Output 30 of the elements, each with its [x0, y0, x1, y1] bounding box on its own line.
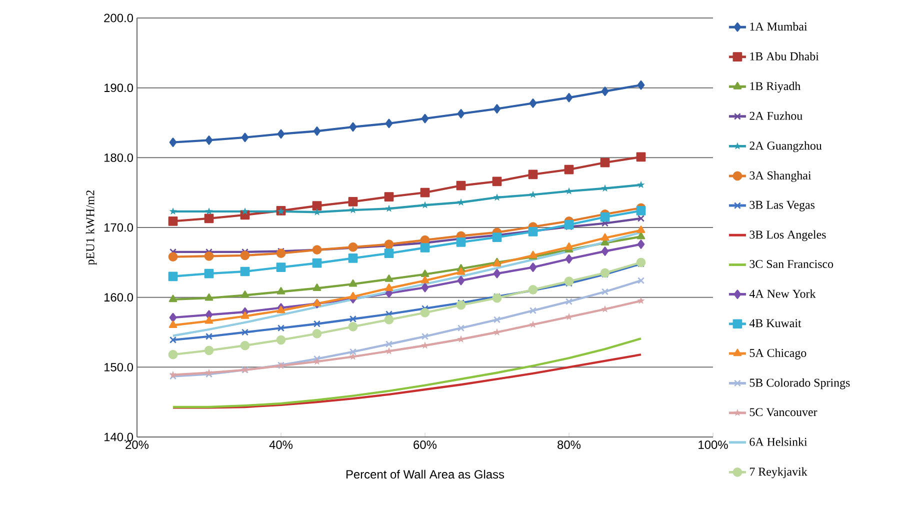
y-axis-title: pEU1 kWH/m2	[86, 190, 97, 265]
x-tick-label: 60%	[414, 440, 437, 449]
y-tick-label: 190.0	[104, 84, 134, 92]
legend-label: 5C Vancouver	[750, 408, 818, 416]
x-tick-label: 100%	[698, 440, 728, 449]
legend-label: 7 Reykjavik	[750, 467, 808, 478]
legend-label: 1B Abu Dhabi	[750, 52, 819, 60]
y-tick-label: 180.0	[104, 153, 134, 162]
legend-label: 1A Mumbai	[750, 22, 808, 31]
legend-label: 3B Los Angeles	[750, 230, 826, 242]
legend-label: 4B Kuwait	[749, 319, 802, 328]
y-tick-label: 150.0	[104, 362, 134, 372]
legend-label: 5B Colorado Springs	[750, 378, 850, 390]
x-tick-label: 40%	[269, 440, 293, 449]
y-tick-label: 200.0	[104, 14, 134, 22]
y-tick-label: 140.0	[104, 432, 134, 442]
legend-label: 3C San Francisco	[750, 260, 834, 268]
y-tick-label: 170.0	[104, 223, 134, 232]
x-tick-label: 20%	[126, 440, 149, 449]
legend-label: 6A Helsinki	[750, 438, 808, 446]
legend-label: 3B Las Vegas	[750, 200, 815, 212]
y-tick-label: 160.0	[104, 293, 134, 302]
legend-label: 3A Shanghai	[750, 171, 812, 182]
legend-label: 2A Fuzhou	[750, 112, 802, 120]
legend-label: 1B Riyadh	[750, 82, 801, 93]
legend-label: 4A New York	[749, 289, 816, 298]
x-tick-label: 80%	[558, 440, 581, 449]
legend-label: 2A Guangzhou	[750, 141, 822, 152]
legend-label: 5A Chicago	[750, 348, 806, 360]
x-axis-title: Percent of Wall Area as Glass	[346, 470, 504, 479]
